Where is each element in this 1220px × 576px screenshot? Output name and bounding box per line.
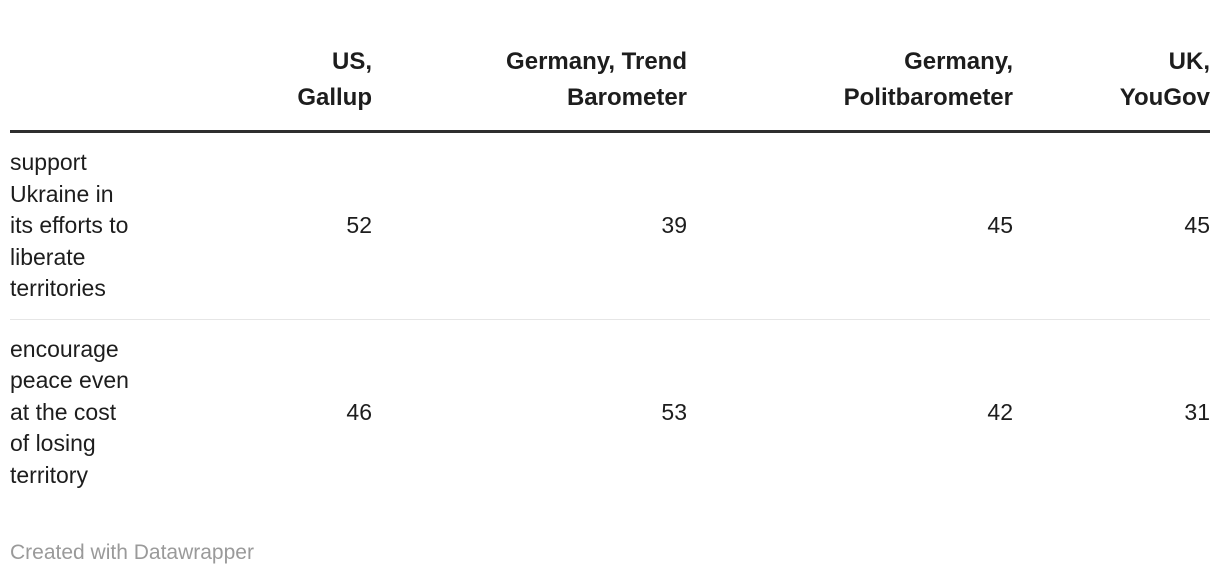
cell-value: 45	[1013, 131, 1210, 320]
column-header-empty	[10, 0, 165, 133]
row-label: support Ukraine in its efforts to libera…	[10, 131, 165, 320]
cell-value: 46	[346, 398, 372, 425]
cell-value: 39	[372, 131, 687, 320]
column-header-us-gallup: US, Gallup	[165, 0, 372, 133]
cell-value: 42	[987, 398, 1013, 425]
table-header-row: US, Gallup Germany, Trend Barometer Germ…	[10, 0, 1210, 133]
cell-value: 45	[687, 131, 1013, 320]
datawrapper-attribution-link[interactable]: Created with Datawrapper	[10, 541, 254, 564]
table-row-support-ukraine: support Ukraine in its efforts to libera…	[10, 131, 1210, 320]
column-header-uk-yougov: UK, YouGov	[1013, 0, 1210, 133]
cell-value: 31	[1184, 398, 1210, 425]
row-label: encourage peace even at the cost of losi…	[10, 335, 129, 488]
cell-value: 53	[661, 398, 687, 425]
cell-value: 52	[165, 131, 372, 320]
poll-table: US, Gallup Germany, Trend Barometer Germ…	[10, 0, 1210, 505]
table-row-encourage-peace: encourage peace even at the cost of losi…	[10, 319, 1210, 505]
column-header-germany-politbarometer: Germany, Politbarometer	[687, 0, 1013, 133]
column-header-germany-trend-barometer: Germany, Trend Barometer	[372, 0, 687, 133]
